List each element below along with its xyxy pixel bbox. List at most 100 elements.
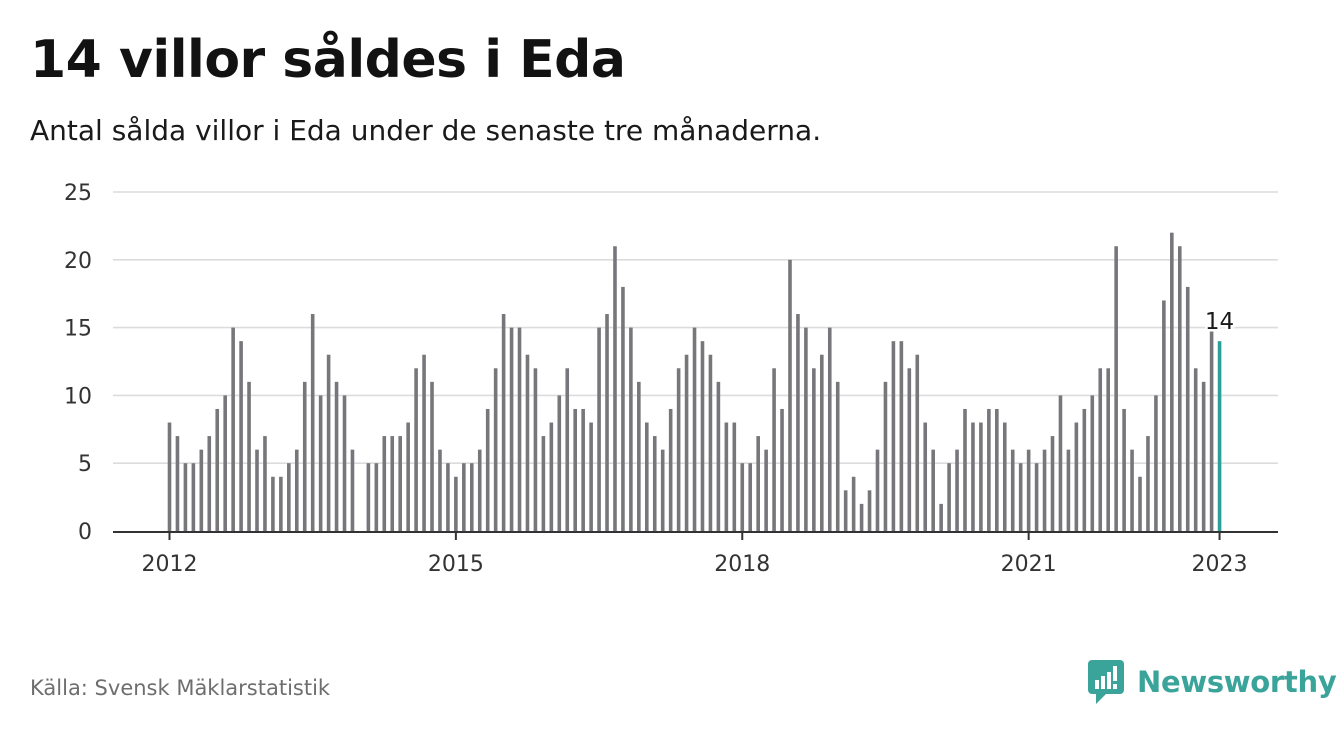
bar (899, 341, 904, 531)
bar (191, 463, 196, 531)
bar (1002, 422, 1007, 531)
bar (907, 368, 912, 531)
bar (430, 381, 434, 531)
bar (374, 463, 379, 531)
bar (334, 381, 339, 531)
bar (987, 408, 991, 531)
bar (637, 381, 641, 531)
bar (1010, 449, 1015, 531)
bar (859, 503, 864, 531)
bar (1122, 408, 1126, 531)
bar (883, 381, 888, 531)
bar (652, 436, 657, 531)
bar (390, 436, 395, 531)
chart-subtitle: Antal sålda villor i Eda under de senast… (30, 114, 822, 147)
bar (955, 449, 959, 531)
bar (804, 327, 808, 531)
bar (167, 422, 172, 531)
bar (342, 395, 347, 531)
bar (573, 408, 578, 531)
bar (843, 490, 848, 531)
bar (1098, 368, 1103, 531)
bar (1090, 395, 1095, 531)
bar (462, 463, 466, 531)
bar (748, 463, 753, 531)
bar (756, 436, 760, 531)
bar (175, 436, 180, 531)
x-tick-label: 2021 (1001, 552, 1057, 577)
bar (772, 368, 776, 531)
y-tick-label: 25 (64, 181, 92, 206)
bar (541, 436, 546, 531)
bar (565, 368, 570, 531)
y-tick-label: 15 (64, 317, 92, 342)
brand: Newsworthy (1088, 660, 1337, 704)
x-tick-label: 2023 (1192, 552, 1248, 577)
bar (231, 327, 235, 531)
bar (414, 368, 418, 531)
bar (716, 381, 721, 531)
bar (263, 436, 267, 531)
bar (438, 449, 442, 531)
bar (247, 381, 251, 531)
bar (302, 381, 307, 531)
bar (589, 422, 593, 531)
bar (581, 408, 585, 531)
bar (279, 476, 283, 531)
bar (827, 327, 832, 531)
data-labels: 14 (1202, 307, 1236, 338)
bar (1018, 463, 1023, 531)
bar (724, 422, 729, 531)
bar (1130, 449, 1134, 531)
bar (979, 422, 983, 531)
bar (477, 449, 482, 531)
bar (668, 408, 673, 531)
bar (1138, 476, 1142, 531)
bar (199, 449, 204, 531)
bar (947, 463, 951, 531)
bar (1193, 368, 1198, 531)
bar-highlight (1217, 341, 1222, 531)
bar (1185, 286, 1190, 531)
bar (963, 408, 967, 531)
bar (939, 503, 943, 531)
last-value-label: 14 (1205, 309, 1234, 335)
bar (223, 395, 227, 531)
x-tick-label: 2018 (714, 552, 770, 577)
bar (549, 422, 554, 531)
bar (1106, 368, 1110, 531)
bar (597, 327, 601, 531)
chart-title: 14 villor såldes i Eda (30, 30, 626, 90)
bar (1034, 463, 1039, 531)
bar (796, 314, 800, 531)
bar (485, 408, 490, 531)
x-axis: 2012 2015 2018 2021 2023 (113, 531, 1278, 577)
bar (326, 354, 331, 531)
bar (1209, 327, 1214, 531)
bar (1042, 449, 1047, 531)
bar (708, 354, 713, 531)
y-tick-label: 20 (64, 249, 92, 274)
bar (684, 354, 689, 531)
bar (1201, 381, 1206, 531)
bar (788, 259, 792, 531)
bar (629, 327, 633, 531)
bar (1082, 408, 1087, 531)
bar (1074, 422, 1079, 531)
bar (183, 463, 188, 531)
bar (509, 327, 514, 531)
bar (271, 476, 275, 531)
bar (366, 463, 371, 531)
bar (613, 246, 617, 532)
bar (812, 368, 816, 531)
bar (493, 368, 498, 531)
bar (533, 368, 538, 531)
bar (1026, 449, 1031, 531)
bars (167, 232, 1222, 532)
bar (207, 436, 212, 531)
bar (310, 314, 315, 531)
bar (891, 341, 896, 531)
bar (867, 490, 872, 531)
bar (215, 408, 220, 531)
